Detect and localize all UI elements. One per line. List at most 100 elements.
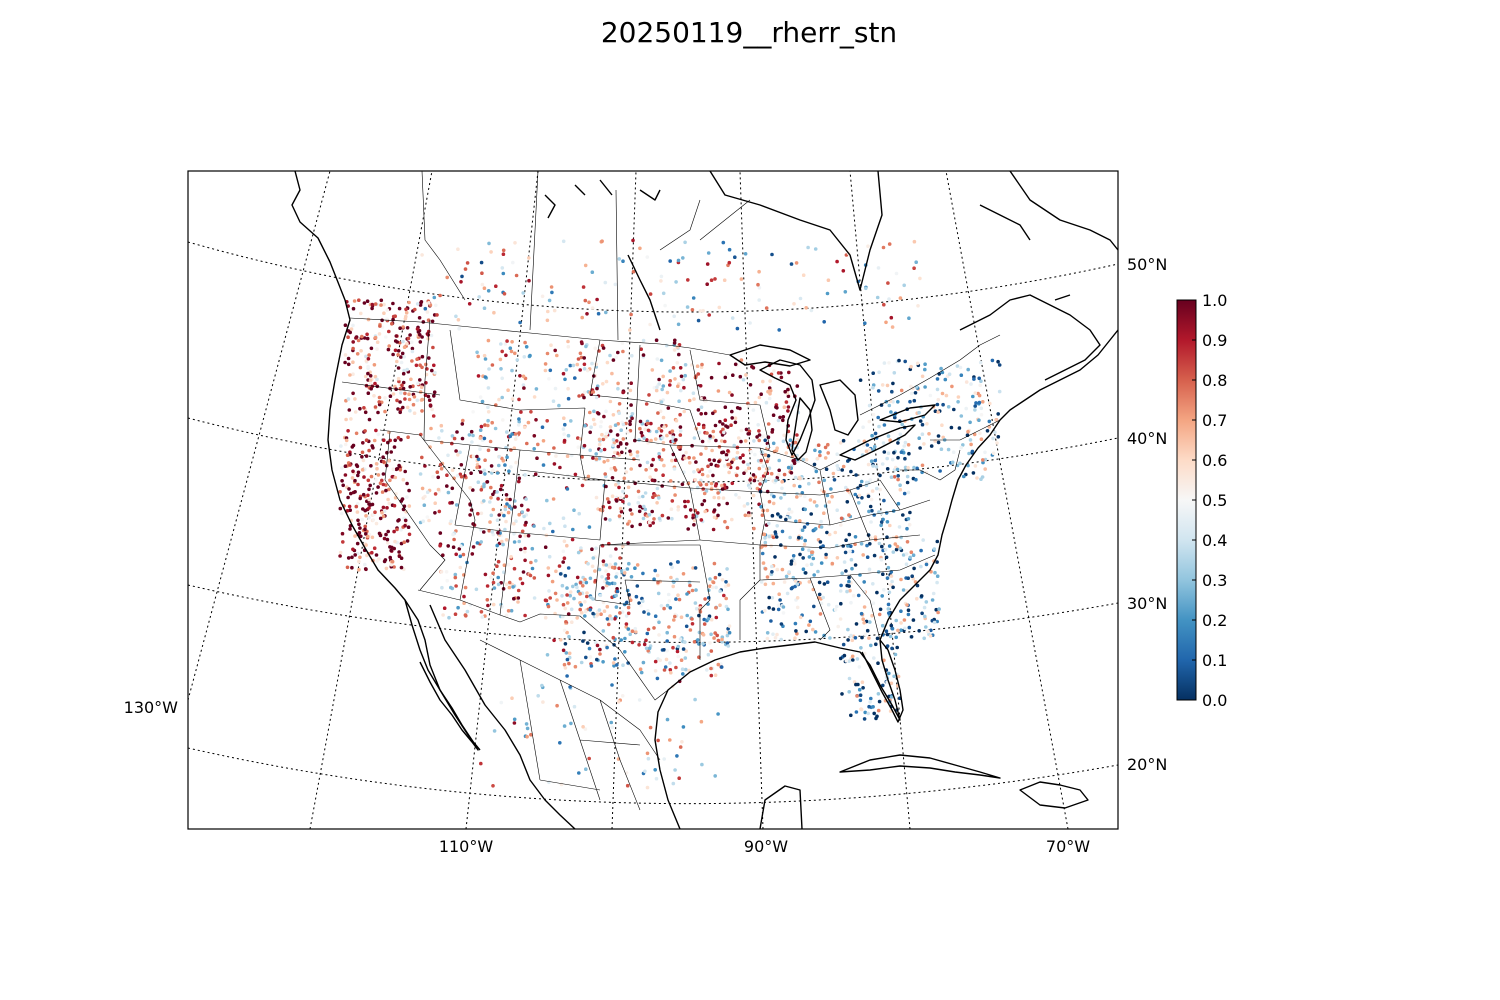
station-dot (365, 332, 369, 337)
station-dot (860, 635, 864, 640)
station-dot (765, 459, 769, 464)
station-dot (826, 442, 830, 447)
station-dot (479, 511, 484, 516)
station-dot (661, 448, 666, 452)
station-dot (887, 242, 892, 246)
station-dot (449, 585, 453, 590)
station-dot (482, 353, 487, 358)
station-dot (483, 375, 488, 379)
station-dot (532, 524, 536, 528)
station-dot (621, 422, 626, 427)
station-dot (763, 582, 768, 587)
station-dot (770, 513, 775, 518)
station-dot (436, 487, 441, 492)
station-dot (373, 381, 377, 386)
station-dot (721, 496, 726, 500)
station-dot (359, 534, 363, 539)
station-dot (349, 327, 354, 331)
station-dot (635, 450, 640, 454)
station-dot (419, 432, 423, 437)
station-dot (668, 668, 673, 672)
station-dot (630, 524, 634, 529)
station-dot (714, 606, 718, 610)
station-dot (764, 306, 769, 310)
station-dot (367, 497, 372, 502)
station-dot (809, 562, 814, 567)
station-dot (827, 500, 832, 504)
station-dot (604, 434, 608, 439)
station-dot (607, 622, 611, 627)
station-dot (716, 496, 721, 500)
station-dot (626, 605, 631, 610)
station-dot (588, 430, 592, 435)
station-dot (643, 427, 647, 432)
station-dot (979, 413, 984, 417)
station-dot (907, 625, 912, 630)
station-dot (933, 570, 937, 575)
station-dot (592, 422, 597, 427)
station-dot (338, 554, 342, 558)
station-dot (702, 491, 707, 496)
station-dot (618, 556, 622, 560)
station-dot (859, 707, 864, 712)
station-dot (747, 404, 751, 408)
station-dot (431, 345, 435, 350)
station-dot (351, 443, 356, 448)
station-dot (818, 540, 823, 544)
station-dot (726, 607, 730, 612)
station-dot (373, 335, 378, 340)
station-dot (435, 313, 439, 317)
station-dot (442, 606, 447, 610)
station-dot (874, 642, 878, 647)
station-dot (608, 614, 612, 618)
station-dot (650, 478, 655, 483)
station-dot (706, 251, 711, 255)
station-dot (471, 545, 476, 549)
station-dot (661, 291, 666, 296)
station-dot (634, 594, 639, 599)
station-dot (483, 572, 488, 577)
station-dot (572, 596, 576, 601)
station-dot (973, 408, 977, 412)
station-dot (407, 532, 412, 537)
station-dot (401, 339, 405, 344)
station-dot (646, 612, 651, 616)
station-dot (802, 542, 807, 547)
station-dot (617, 566, 621, 571)
station-dot (724, 456, 729, 460)
station-dot (680, 667, 685, 671)
meridian-130w (188, 171, 331, 701)
station-dot (495, 490, 499, 494)
station-dot (705, 431, 709, 435)
station-dot (980, 475, 985, 479)
station-dot (811, 556, 816, 561)
station-dot (655, 385, 659, 390)
station-dot (846, 627, 850, 632)
station-dot (360, 455, 364, 459)
station-dot (793, 440, 798, 445)
station-dot (561, 602, 566, 607)
station-dot (395, 398, 399, 403)
station-dot (805, 522, 810, 526)
station-dot (991, 451, 996, 456)
station-dot (385, 537, 390, 542)
station-dot (563, 666, 568, 670)
station-dot (683, 373, 687, 378)
station-dot (638, 246, 642, 251)
colorbar-tick-label: 0.2 (1202, 611, 1227, 630)
station-dot (708, 584, 712, 588)
station-dot (491, 571, 495, 575)
station-dot (876, 266, 881, 270)
station-dot (660, 513, 665, 518)
station-dot (646, 756, 651, 761)
station-dot (446, 544, 451, 548)
station-dot (932, 547, 937, 551)
station-dot (886, 451, 891, 456)
station-dot (340, 531, 345, 536)
station-dot (562, 556, 567, 560)
station-dot (625, 783, 630, 788)
station-dot (638, 426, 642, 431)
station-dot (490, 363, 495, 367)
station-dot (734, 473, 739, 478)
station-dot (346, 356, 351, 361)
